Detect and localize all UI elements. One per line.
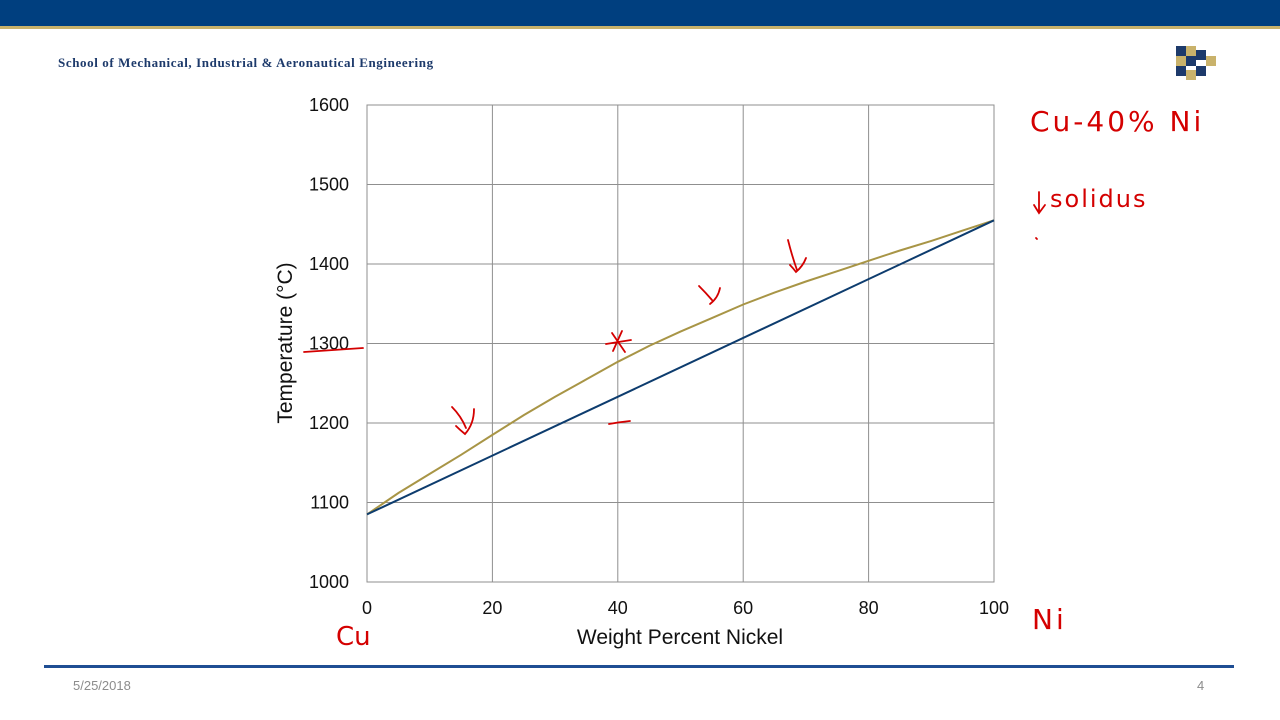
x-tick-label: 0 [362,598,372,618]
footer-rule [44,665,1234,668]
x-tick-label: 40 [608,598,628,618]
solidus-line [366,219,995,516]
dash-mark [608,420,631,425]
y-tick-label: 1100 [310,493,349,513]
underline-1300-mark [303,347,364,353]
y-axis-label: Temperature (°C) [274,262,297,423]
y-tick-label: 1000 [309,572,349,592]
dot-mark [1035,237,1038,240]
x-axis-label: Weight Percent Nickel [577,626,783,649]
liquidus-line [366,219,995,516]
y-tick-label: 1400 [309,254,349,274]
x-tick-label: 100 [979,598,1009,618]
star-mark [605,330,632,353]
y-tick-label: 1300 [309,334,349,354]
annotation-cu: Cu [336,622,371,652]
x-tick-label: 20 [482,598,502,618]
header-stripe [0,26,1280,29]
y-tick-label: 1500 [309,175,349,195]
slide-date: 5/25/2018 [73,678,131,693]
annotation-alloy: Cu-40% Ni [1030,105,1204,138]
arrow-mark-3 [787,239,807,274]
y-tick-label: 1600 [309,95,349,115]
x-tick-label: 80 [859,598,879,618]
x-tick-label: 60 [733,598,753,618]
slide-number: 4 [1197,678,1205,693]
school-title: School of Mechanical, Industrial & Aeron… [58,55,434,70]
plot-frame [366,104,995,583]
university-logo-icon [1176,46,1216,80]
y-tick-label: 1200 [309,413,349,433]
annotation-solidus: solidus [1050,185,1147,213]
header-bar [0,0,1280,26]
arrow-mark-2 [698,285,721,305]
pen-annotations [303,191,1046,436]
annotation-ni: Ni [1032,603,1067,636]
arrow-mark-1 [451,406,475,436]
down-arrow-mark [1033,191,1046,215]
